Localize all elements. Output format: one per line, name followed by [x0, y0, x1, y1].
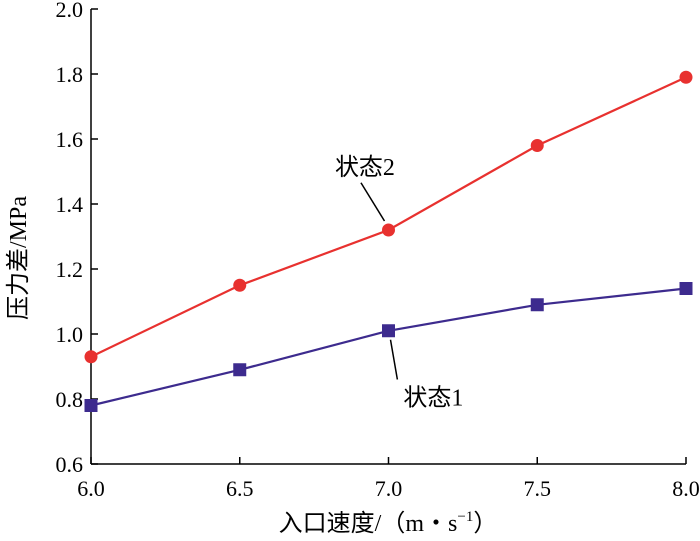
data-point [382, 324, 395, 338]
data-point [679, 282, 693, 295]
data-point [84, 350, 98, 364]
y-tick-label: 1.4 [56, 192, 84, 217]
data-point [530, 139, 544, 152]
x-tick-label: 6.0 [77, 476, 105, 501]
x-axis-label: 入口速度/（m・s−1） [279, 509, 498, 537]
series-layer: 状态1 状态2 [84, 70, 693, 412]
series-line [90, 287, 687, 407]
series-1: 状态1 [84, 282, 693, 412]
y-tick-label: 1.8 [56, 62, 84, 87]
series-label-pointer [360, 182, 386, 222]
x-axis-label-end: ） [473, 511, 497, 537]
x-axis-label-superscript: −1 [457, 509, 473, 525]
series-label: 状态1 [403, 385, 463, 412]
y-tick-label: 1.0 [56, 322, 84, 347]
data-point [382, 223, 395, 237]
data-point [233, 363, 247, 377]
axes: 0.6 0.8 1.0 1.2 1.4 1.6 1.8 2.0 6.0 6.5 7.0 7.5 8.0 [56, 0, 700, 501]
series-label-pointer [389, 339, 399, 380]
y-tick-label: 0.8 [56, 387, 84, 412]
data-point [530, 298, 544, 312]
x-tick-label: 7.5 [524, 476, 552, 501]
x-tick-label: 6.5 [226, 476, 254, 501]
y-tick-label: 1.6 [56, 127, 84, 152]
x-tick-label: 8.0 [672, 476, 700, 501]
series-2: 状态2 [84, 70, 693, 364]
series-label: 状态2 [335, 154, 395, 181]
y-tick-label: 1.2 [56, 257, 84, 282]
series-line [90, 76, 687, 358]
x-axis-label-main: 入口速度/（m・s [279, 510, 458, 537]
data-point [84, 399, 98, 412]
y-axis-label: 压力差/MPa [5, 196, 32, 320]
data-point [233, 278, 247, 292]
axis-labels: 压力差/MPa 入口速度/（m・s−1） [5, 196, 497, 537]
x-tick-label: 7.0 [375, 476, 403, 501]
y-tick-label: 2.0 [56, 0, 84, 22]
data-point [679, 70, 693, 84]
y-tick-label: 0.6 [56, 452, 84, 477]
